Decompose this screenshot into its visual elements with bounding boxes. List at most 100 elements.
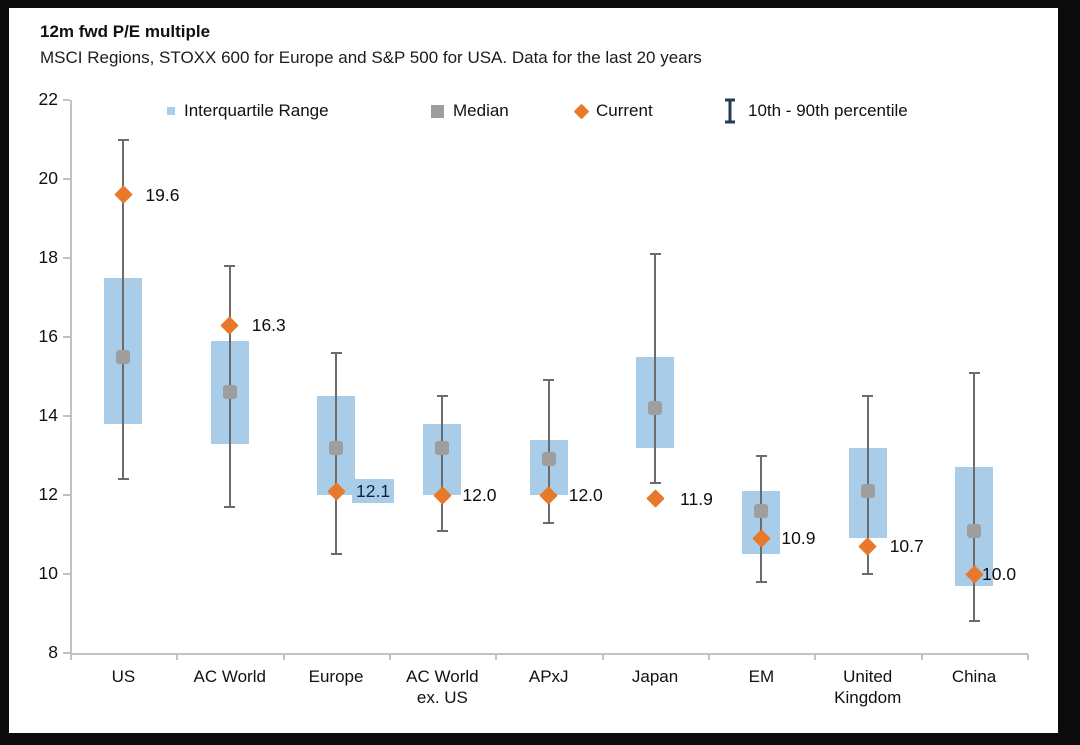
- category-label: EM: [748, 667, 775, 686]
- current-marker: [114, 185, 133, 204]
- current-value-label: 16.3: [251, 315, 286, 336]
- whisker-cap-top: [330, 351, 342, 354]
- whisker-cap-top: [224, 264, 236, 267]
- y-axis-tick: [63, 494, 70, 496]
- current-value-label: 12.1: [352, 479, 395, 504]
- median-marker: [860, 484, 875, 499]
- whisker: [547, 380, 550, 523]
- current-value-label: 19.6: [145, 184, 180, 205]
- y-axis-tick: [63, 652, 70, 654]
- current-value-label: 10.7: [889, 536, 924, 557]
- median-marker: [329, 440, 344, 455]
- percentile-ibeam-icon: [725, 98, 735, 124]
- whisker: [122, 139, 125, 480]
- current-value-label: 12.0: [462, 485, 497, 505]
- category-label: Japan: [631, 667, 679, 686]
- whisker-cap-top: [968, 371, 980, 374]
- y-axis-label: 18: [38, 247, 58, 267]
- x-axis-tick: [707, 654, 710, 660]
- x-axis-line: [70, 653, 1028, 655]
- legend-item-current: Current: [573, 99, 653, 123]
- x-axis-tick: [282, 654, 285, 660]
- legend-label-percentile: 10th - 90th percentile: [748, 101, 908, 120]
- whisker-cap-bottom: [224, 505, 236, 508]
- x-axis-tick: [495, 654, 498, 660]
- chart-title: 12m fwd P/E multiple: [40, 22, 211, 41]
- whisker-cap-bottom: [968, 620, 980, 623]
- y-axis-tick: [63, 99, 70, 101]
- frame-right: [1058, 0, 1080, 745]
- whisker-cap-bottom: [862, 573, 874, 575]
- whisker-cap-bottom: [755, 580, 767, 583]
- y-axis-label: 10: [38, 563, 58, 583]
- whisker-cap-top: [755, 454, 767, 457]
- whisker: [441, 396, 444, 531]
- current-value-label: 10.0: [982, 564, 1017, 584]
- y-axis-label: 22: [38, 89, 58, 109]
- whisker: [654, 254, 657, 484]
- x-axis-tick: [814, 654, 817, 660]
- category-label: AC World ex. US: [406, 667, 479, 708]
- iqr-swatch-icon: [167, 107, 175, 115]
- whisker-cap-top: [543, 379, 555, 382]
- frame-bottom: [0, 733, 1080, 745]
- whisker-cap-bottom: [543, 521, 555, 524]
- y-axis-tick: [63, 257, 70, 259]
- y-axis-tick: [63, 573, 70, 575]
- median-swatch-icon: [431, 104, 444, 118]
- category-label: Europe: [308, 667, 364, 686]
- whisker-cap-top: [862, 395, 874, 398]
- current-value-label: 10.9: [781, 528, 816, 549]
- current-swatch-icon: [573, 103, 590, 119]
- frame-left: [0, 0, 9, 745]
- legend-item-median: Median: [431, 99, 509, 123]
- y-axis-label: 12: [38, 484, 58, 504]
- x-axis-tick: [1026, 654, 1029, 660]
- whisker-cap-bottom: [649, 482, 661, 485]
- x-axis-tick: [388, 654, 391, 660]
- x-axis-tick: [70, 654, 72, 660]
- current-marker: [220, 315, 239, 335]
- median-marker: [648, 401, 663, 416]
- y-axis-tick: [63, 415, 70, 417]
- x-axis-tick: [920, 654, 923, 660]
- whisker-cap-bottom: [436, 529, 448, 532]
- legend-item-iqr: Interquartile Range: [167, 99, 329, 123]
- whisker-cap-top: [117, 138, 129, 141]
- current-marker: [645, 489, 665, 509]
- median-marker: [435, 440, 450, 455]
- x-axis-tick: [176, 654, 179, 660]
- category-label: APxJ: [528, 667, 569, 686]
- chart-subtitle: MSCI Regions, STOXX 600 for Europe and S…: [40, 48, 702, 67]
- category-label: United Kingdom: [834, 667, 902, 708]
- current-value-label: 11.9: [680, 488, 713, 509]
- median-marker: [116, 349, 131, 364]
- category-label: US: [111, 667, 136, 686]
- y-axis-label: 16: [38, 326, 58, 346]
- y-axis-label: 20: [38, 168, 58, 188]
- median-marker: [222, 385, 237, 400]
- median-marker: [967, 523, 982, 538]
- y-axis-tick: [63, 336, 70, 338]
- whisker-cap-top: [436, 395, 448, 398]
- category-label: China: [951, 667, 997, 686]
- whisker-cap-bottom: [330, 553, 342, 556]
- legend-label-current: Current: [596, 101, 653, 120]
- whisker: [973, 372, 976, 622]
- y-axis-label: 14: [38, 405, 58, 425]
- frame-top: [0, 0, 1080, 8]
- legend-label-iqr: Interquartile Range: [184, 101, 329, 120]
- whisker-cap-top: [649, 253, 661, 256]
- current-marker: [858, 537, 877, 556]
- current-value-label: 12.0: [568, 485, 603, 505]
- median-marker: [754, 503, 769, 518]
- median-marker: [541, 452, 556, 467]
- whisker-cap-bottom: [117, 478, 129, 481]
- legend-label-median: Median: [453, 101, 509, 120]
- whisker: [760, 455, 763, 582]
- y-axis-line: [70, 100, 72, 655]
- x-axis-tick: [601, 654, 604, 660]
- y-axis-tick: [63, 178, 70, 180]
- category-label: AC World: [193, 667, 266, 686]
